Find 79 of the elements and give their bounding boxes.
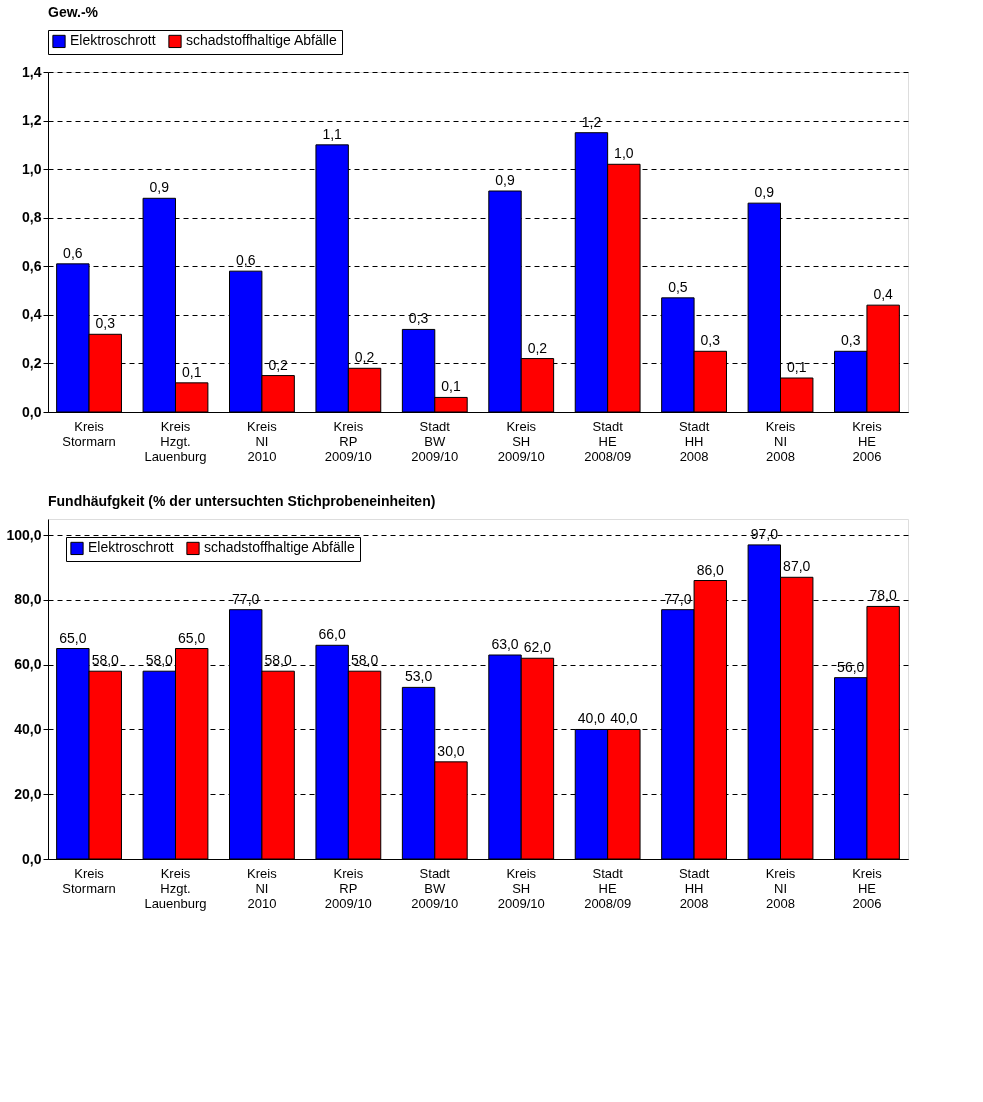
x-tick-label: Kreis NI 2008 (765, 418, 796, 464)
y-tick-label: 1,0 (22, 160, 42, 177)
y-tick-label: 20,0 (14, 785, 42, 802)
y-tick-label: 0,2 (22, 354, 42, 371)
y-tick-label: 100,0 (6, 526, 42, 543)
legend-label: schadstoffhaltige Abfälle (186, 32, 337, 49)
data-label: 65,0 (178, 629, 206, 646)
data-label: 0,2 (354, 349, 375, 366)
data-label: 0,4 (873, 286, 894, 303)
data-label: 65,0 (59, 629, 87, 646)
data-label: 0,1 (786, 359, 807, 375)
y-tick-label: 80,0 (14, 591, 42, 608)
legend-label: Elektroschrott (70, 32, 156, 49)
data-label: 0,6 (63, 244, 83, 261)
data-label: 77,0 (664, 590, 692, 607)
x-tick-label: Kreis SH 2009/10 (497, 418, 545, 464)
x-tick-label: Stadt HH 2008 (678, 418, 710, 464)
data-label: 40,0 (577, 710, 606, 727)
data-label: 40,0 (610, 710, 638, 727)
x-tick-label: Kreis Hzgt. Lauenburg (144, 418, 207, 464)
y-tick-label: 0,6 (22, 257, 42, 274)
data-label: 1,1 (322, 125, 343, 142)
data-label: 53,0 (404, 668, 433, 685)
data-label: 78,0 (869, 587, 897, 604)
data-label: 58,0 (350, 652, 379, 669)
data-label: 0,2 (527, 339, 548, 356)
data-label: 0,9 (495, 172, 515, 188)
x-tick-label: Kreis NI 2010 (247, 418, 278, 464)
y-tick-label: 0,0 (22, 850, 42, 867)
data-label: 77,0 (232, 590, 260, 607)
legend-label: schadstoffhaltige Abfälle (204, 539, 355, 556)
y-tick-label: 1,4 (22, 63, 42, 80)
data-label: 62,0 (523, 639, 552, 656)
data-label: 66,0 (318, 626, 346, 643)
data-label: 0,9 (754, 184, 775, 201)
y-tick-label: 40,0 (14, 720, 42, 737)
x-tick-label: Kreis Stormarn (62, 418, 116, 449)
x-tick-label: Stadt BW 2009/10 (411, 418, 459, 464)
x-tick-label: Kreis RP 2009/10 (324, 865, 372, 911)
x-tick-label: Kreis HE 2006 (852, 865, 883, 911)
y-tick-label: 0,8 (22, 209, 42, 226)
data-label: 1,2 (581, 113, 602, 130)
data-label: 56,0 (837, 658, 865, 675)
x-tick-label: Kreis RP 2009/10 (324, 418, 372, 464)
x-tick-label: Stadt HE 2008/09 (584, 418, 632, 464)
y-tick-label: 0,0 (22, 403, 42, 420)
x-tick-label: Kreis NI 2008 (765, 865, 796, 911)
data-label: 0,1 (181, 363, 202, 380)
data-label: 58,0 (145, 652, 174, 669)
x-tick-label: Kreis Hzgt. Lauenburg (144, 865, 207, 911)
data-label: 63,0 (491, 636, 519, 652)
data-label: 58,0 (264, 652, 292, 669)
y-tick-label: 60,0 (14, 656, 42, 673)
data-label: 86,0 (696, 561, 725, 578)
x-tick-label: Kreis SH 2009/10 (497, 865, 545, 911)
x-tick-label: Kreis HE 2006 (852, 418, 883, 464)
data-label: 30,0 (437, 742, 465, 759)
data-label: 87,0 (783, 558, 811, 575)
data-label: 0,5 (668, 278, 688, 295)
data-label: 0,1 (441, 378, 461, 395)
x-tick-label: Stadt HE 2008/09 (584, 865, 632, 911)
data-label: 0,3 (700, 332, 721, 349)
x-tick-label: Kreis Stormarn (62, 865, 116, 896)
data-label: 97,0 (750, 525, 779, 542)
data-label: 58,0 (91, 652, 120, 669)
data-label: 1,0 (614, 145, 634, 162)
data-label: 0,3 (95, 315, 116, 332)
x-tick-label: Stadt HH 2008 (678, 865, 710, 911)
data-label: 0,9 (149, 179, 170, 196)
chart-title: Gew.-% (48, 3, 99, 20)
chart-title: Fundhäufgkeit (% der untersuchten Stichprobeneinheiten) (48, 493, 436, 509)
data-label: 0,3 (408, 310, 429, 327)
x-tick-label: Stadt BW 2009/10 (411, 865, 459, 911)
legend-label: Elektroschrott (88, 539, 174, 556)
data-label: 0,6 (235, 252, 256, 269)
y-tick-label: 1,2 (22, 112, 42, 129)
data-label: 0,3 (841, 332, 861, 349)
x-tick-label: Kreis NI 2010 (247, 865, 278, 911)
y-tick-label: 0,4 (22, 306, 42, 323)
